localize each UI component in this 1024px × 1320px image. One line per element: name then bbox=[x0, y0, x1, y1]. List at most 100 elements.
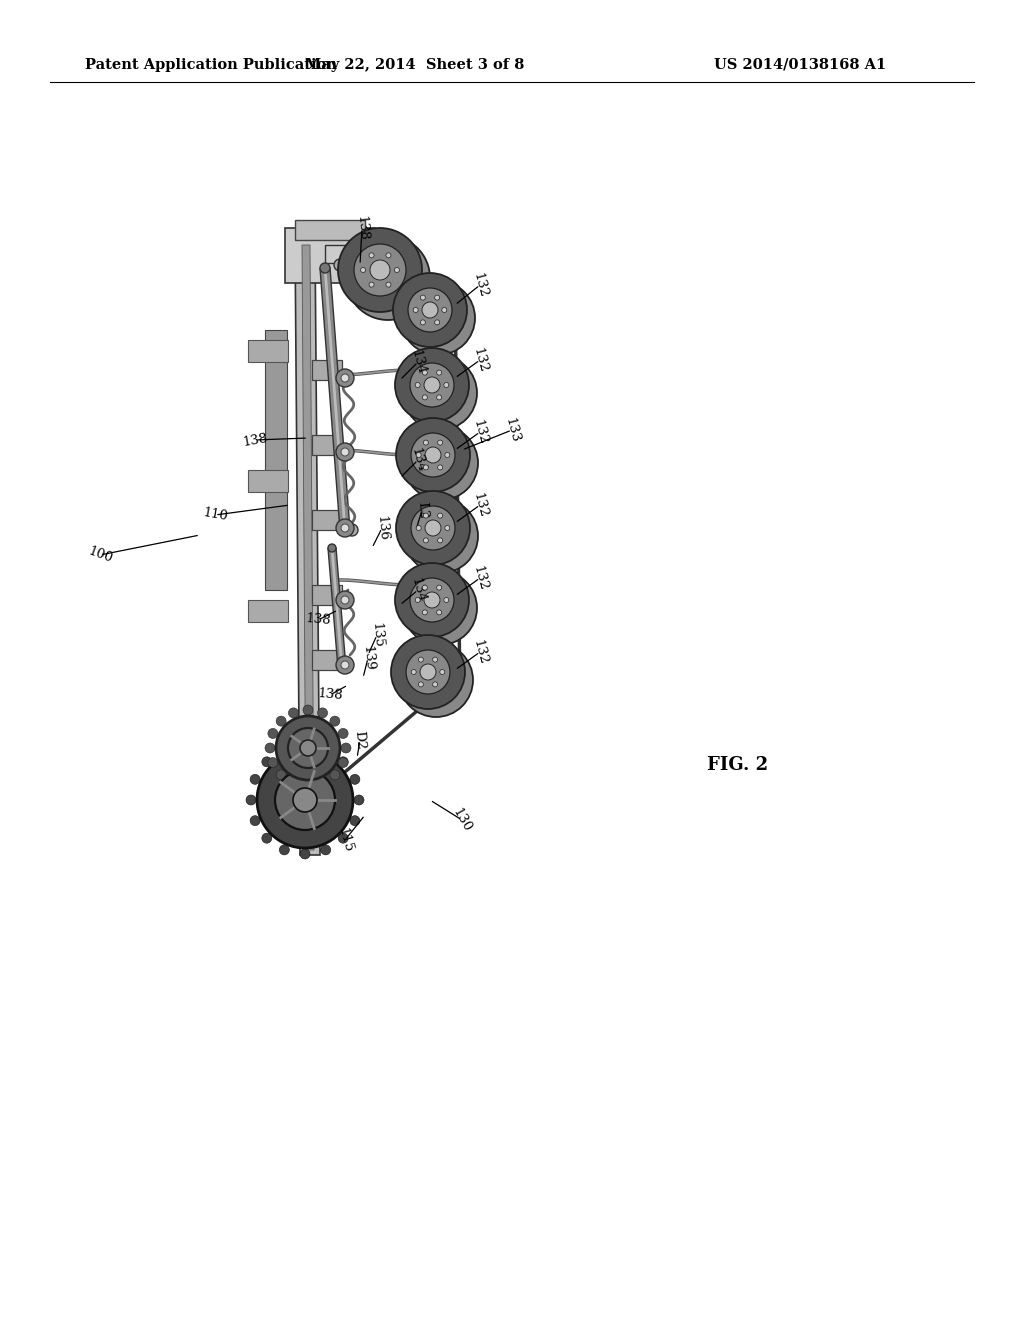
Circle shape bbox=[423, 440, 428, 445]
Circle shape bbox=[341, 743, 351, 752]
Text: 135: 135 bbox=[370, 622, 385, 648]
Circle shape bbox=[370, 260, 390, 280]
Text: 134: 134 bbox=[409, 446, 428, 474]
FancyBboxPatch shape bbox=[312, 510, 342, 531]
Text: 138: 138 bbox=[354, 215, 370, 242]
Circle shape bbox=[422, 610, 427, 615]
Text: 110: 110 bbox=[202, 507, 228, 524]
Circle shape bbox=[419, 657, 423, 663]
Circle shape bbox=[280, 845, 290, 855]
FancyBboxPatch shape bbox=[248, 470, 288, 492]
Circle shape bbox=[436, 370, 441, 375]
FancyBboxPatch shape bbox=[285, 228, 375, 282]
Circle shape bbox=[275, 770, 335, 830]
Circle shape bbox=[403, 356, 477, 430]
Circle shape bbox=[414, 308, 418, 313]
Text: 138: 138 bbox=[316, 688, 343, 702]
Circle shape bbox=[415, 598, 420, 602]
Circle shape bbox=[386, 253, 391, 257]
Circle shape bbox=[268, 758, 278, 767]
Circle shape bbox=[336, 656, 354, 675]
Circle shape bbox=[425, 520, 441, 536]
Circle shape bbox=[443, 383, 449, 388]
Circle shape bbox=[378, 268, 398, 288]
Circle shape bbox=[289, 708, 298, 718]
Circle shape bbox=[430, 310, 446, 326]
Circle shape bbox=[300, 741, 316, 756]
Text: 133: 133 bbox=[503, 416, 521, 444]
Circle shape bbox=[416, 525, 421, 531]
Circle shape bbox=[420, 296, 425, 300]
Circle shape bbox=[265, 743, 275, 752]
Circle shape bbox=[396, 491, 470, 565]
Circle shape bbox=[424, 591, 440, 609]
Circle shape bbox=[410, 578, 454, 622]
FancyBboxPatch shape bbox=[312, 360, 342, 380]
Circle shape bbox=[423, 513, 428, 519]
Circle shape bbox=[250, 816, 260, 826]
Circle shape bbox=[303, 781, 313, 791]
Circle shape bbox=[369, 282, 374, 288]
Circle shape bbox=[406, 649, 450, 694]
Circle shape bbox=[338, 758, 348, 767]
FancyBboxPatch shape bbox=[295, 220, 365, 240]
Circle shape bbox=[423, 465, 428, 470]
Circle shape bbox=[394, 268, 399, 272]
Circle shape bbox=[444, 525, 450, 531]
Text: 130: 130 bbox=[451, 805, 474, 834]
Circle shape bbox=[276, 770, 286, 780]
Circle shape bbox=[434, 296, 439, 300]
Circle shape bbox=[443, 598, 449, 602]
Circle shape bbox=[403, 572, 477, 645]
Circle shape bbox=[420, 319, 425, 325]
Circle shape bbox=[321, 845, 331, 855]
FancyBboxPatch shape bbox=[312, 436, 342, 455]
Circle shape bbox=[350, 816, 359, 826]
Circle shape bbox=[414, 657, 458, 702]
Circle shape bbox=[354, 795, 364, 805]
FancyBboxPatch shape bbox=[312, 649, 342, 671]
Polygon shape bbox=[328, 548, 346, 668]
Circle shape bbox=[412, 669, 416, 675]
Text: Patent Application Publication: Patent Application Publication bbox=[85, 58, 337, 73]
FancyBboxPatch shape bbox=[248, 601, 288, 622]
Circle shape bbox=[432, 601, 449, 616]
Circle shape bbox=[408, 288, 452, 333]
Circle shape bbox=[433, 682, 437, 686]
Circle shape bbox=[395, 348, 469, 422]
Circle shape bbox=[422, 302, 438, 318]
Circle shape bbox=[341, 374, 349, 381]
Circle shape bbox=[434, 319, 439, 325]
Circle shape bbox=[439, 669, 444, 675]
Circle shape bbox=[262, 756, 271, 767]
Circle shape bbox=[399, 643, 473, 717]
Circle shape bbox=[418, 371, 462, 414]
Circle shape bbox=[328, 544, 336, 552]
Circle shape bbox=[422, 395, 427, 400]
Polygon shape bbox=[302, 246, 314, 850]
Text: L2: L2 bbox=[415, 500, 429, 519]
Circle shape bbox=[280, 744, 290, 755]
Circle shape bbox=[346, 236, 430, 319]
Circle shape bbox=[341, 524, 349, 532]
Circle shape bbox=[369, 253, 374, 257]
Circle shape bbox=[336, 370, 354, 387]
Circle shape bbox=[350, 775, 359, 784]
Circle shape bbox=[319, 263, 330, 273]
Circle shape bbox=[419, 441, 463, 484]
Circle shape bbox=[416, 296, 460, 341]
Text: 132: 132 bbox=[470, 638, 489, 665]
Circle shape bbox=[437, 465, 442, 470]
Circle shape bbox=[334, 259, 346, 271]
Circle shape bbox=[336, 444, 354, 461]
Circle shape bbox=[321, 744, 331, 755]
FancyBboxPatch shape bbox=[312, 585, 342, 605]
Circle shape bbox=[276, 717, 286, 726]
Circle shape bbox=[396, 418, 470, 492]
Circle shape bbox=[336, 591, 354, 609]
Text: 139: 139 bbox=[360, 644, 376, 671]
Circle shape bbox=[411, 506, 455, 550]
Text: US 2014/0138168 A1: US 2014/0138168 A1 bbox=[714, 58, 886, 73]
Circle shape bbox=[300, 741, 310, 751]
Text: 132: 132 bbox=[470, 418, 489, 446]
